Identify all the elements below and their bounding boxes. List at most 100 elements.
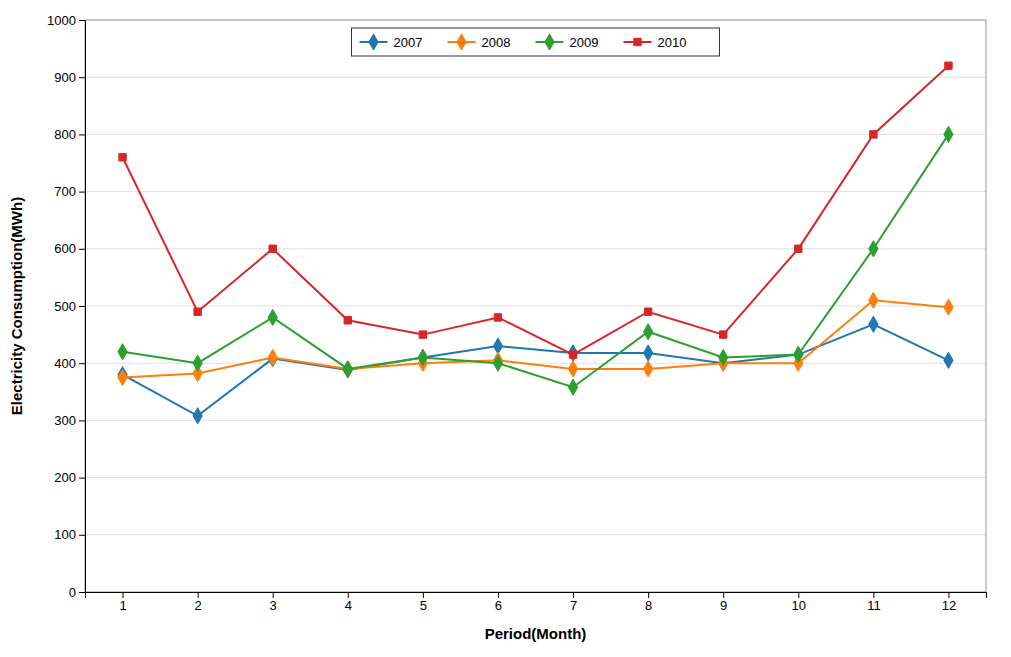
y-axis: 0 100 200 300 400 500 600 700 800 900 1000 <box>47 13 85 600</box>
tick-label: 600 <box>54 241 76 256</box>
legend: 2007200820092010 <box>352 28 720 56</box>
marker <box>945 62 952 69</box>
marker <box>343 361 352 377</box>
marker <box>720 331 727 338</box>
marker <box>494 314 501 321</box>
tick-mark <box>348 592 349 598</box>
tick: 8 <box>645 592 652 613</box>
tick: 500 <box>54 299 85 314</box>
tick-label: 800 <box>54 127 76 142</box>
line <box>123 300 949 377</box>
marker <box>493 355 502 371</box>
legend-label: 2008 <box>482 35 511 50</box>
tick-mark <box>198 592 199 598</box>
tick-label: 1000 <box>47 13 76 28</box>
marker <box>343 361 352 377</box>
tick-mark <box>79 592 85 593</box>
tick-mark <box>648 592 649 598</box>
tick: 100 <box>54 527 85 542</box>
line <box>123 66 949 355</box>
marker <box>118 369 127 385</box>
legend-label: 2010 <box>658 35 687 50</box>
tick-label: 900 <box>54 70 76 85</box>
tick-label: 12 <box>942 598 956 613</box>
marker <box>344 317 351 324</box>
marker <box>643 324 652 340</box>
tick-mark <box>948 592 949 598</box>
legend-marker <box>634 38 641 45</box>
marker <box>795 245 802 252</box>
tick: 3 <box>270 592 277 613</box>
series <box>118 126 953 395</box>
tick-label: 1 <box>119 598 126 613</box>
tick-label: 7 <box>570 598 577 613</box>
tick: 400 <box>54 356 85 371</box>
marker <box>193 408 202 424</box>
plot: 1234567891011120100200300400500600700800… <box>47 13 986 614</box>
grid-line <box>85 420 986 421</box>
grid-line <box>85 363 986 364</box>
marker <box>269 245 276 252</box>
tick: 9 <box>720 592 727 613</box>
tick-label: 11 <box>867 598 881 613</box>
tick-mark <box>873 592 874 598</box>
marker <box>268 309 277 325</box>
marker <box>644 308 651 315</box>
tick-mark <box>79 420 85 421</box>
marker <box>568 361 577 377</box>
tick: 12 <box>942 592 956 613</box>
axis-line <box>79 21 86 593</box>
tick: 700 <box>54 184 85 199</box>
tick-label: 6 <box>495 598 502 613</box>
marker <box>944 299 953 315</box>
tick-mark <box>79 363 85 364</box>
tick: 200 <box>54 470 85 485</box>
legend-marker <box>457 34 466 50</box>
marker <box>944 126 953 142</box>
tick: 1 <box>119 592 126 613</box>
tick-mark <box>273 592 274 598</box>
tick-mark <box>79 134 85 135</box>
tick-label: 10 <box>792 598 806 613</box>
marker <box>869 241 878 257</box>
line <box>123 324 949 416</box>
marks <box>118 62 953 424</box>
tick-label: 2 <box>195 598 202 613</box>
tick: 600 <box>54 241 85 256</box>
tick: 6 <box>495 592 502 613</box>
tick-label: 700 <box>54 184 76 199</box>
legend-label: 2007 <box>394 35 423 50</box>
tick: 900 <box>54 70 85 85</box>
series <box>118 316 953 424</box>
marker <box>568 345 577 361</box>
grid <box>85 20 986 592</box>
marker <box>268 349 277 365</box>
tick-mark <box>123 592 124 598</box>
y-axis-title: Electricity Consumption(MWh) <box>8 197 25 415</box>
marker <box>719 349 728 365</box>
tick-mark <box>79 535 85 536</box>
tick: 300 <box>54 413 85 428</box>
tick-label: 100 <box>54 527 76 542</box>
tick-mark <box>723 592 724 598</box>
marker <box>643 345 652 361</box>
tick-mark <box>79 192 85 193</box>
marker <box>944 352 953 368</box>
legend-box <box>352 28 720 56</box>
tick-label: 9 <box>720 598 727 613</box>
axis-line <box>86 593 987 599</box>
chart: 1234567891011120100200300400500600700800… <box>0 0 1011 657</box>
tick-mark <box>573 592 574 598</box>
tick: 0 <box>69 585 85 600</box>
marker <box>194 308 201 315</box>
tick-label: 3 <box>270 598 277 613</box>
line <box>123 134 949 387</box>
marker <box>418 349 427 365</box>
tick-label: 4 <box>345 598 352 613</box>
grid-line <box>85 477 986 478</box>
tick-mark <box>79 20 85 21</box>
marker <box>193 355 202 371</box>
tick-mark <box>79 478 85 479</box>
series <box>119 62 952 358</box>
tick: 1000 <box>47 13 85 28</box>
